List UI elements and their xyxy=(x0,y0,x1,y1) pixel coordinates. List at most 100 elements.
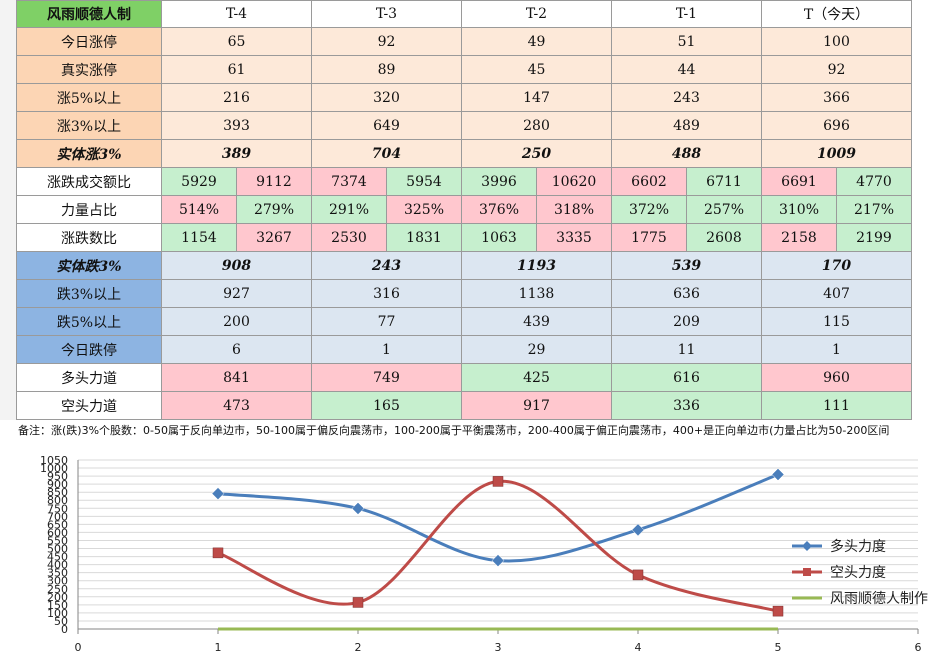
data-cell[interactable]: 318% xyxy=(536,195,612,224)
data-cell[interactable]: 243 xyxy=(611,83,762,112)
data-cell[interactable]: 1138 xyxy=(461,279,612,308)
data-cell[interactable]: 927 xyxy=(161,279,312,308)
data-cell[interactable]: 960 xyxy=(761,363,912,392)
data-cell[interactable]: 1 xyxy=(761,335,912,364)
row-label-cell[interactable]: 跌3%以上 xyxy=(16,279,162,308)
data-cell[interactable]: 7374 xyxy=(311,167,387,196)
data-cell[interactable]: 425 xyxy=(461,363,612,392)
data-cell[interactable]: 1154 xyxy=(161,223,237,252)
data-cell[interactable]: 44 xyxy=(611,55,762,84)
column-header-cell[interactable]: T-1 xyxy=(611,0,762,28)
data-cell[interactable]: 704 xyxy=(311,139,462,168)
row-label-cell[interactable]: 涨跌数比 xyxy=(16,223,162,252)
data-cell[interactable]: 217% xyxy=(836,195,912,224)
data-cell[interactable]: 11 xyxy=(611,335,762,364)
data-cell[interactable]: 389 xyxy=(161,139,312,168)
data-cell[interactable]: 200 xyxy=(161,307,312,336)
column-header-cell[interactable]: T-3 xyxy=(311,0,462,28)
data-cell[interactable]: 841 xyxy=(161,363,312,392)
data-cell[interactable]: 100 xyxy=(761,27,912,56)
column-header-cell[interactable]: T（今天） xyxy=(761,0,912,28)
data-cell[interactable]: 61 xyxy=(161,55,312,84)
data-cell[interactable]: 10620 xyxy=(536,167,612,196)
row-label-cell[interactable]: 涨3%以上 xyxy=(16,111,162,140)
data-cell[interactable]: 489 xyxy=(611,111,762,140)
row-label-cell[interactable]: 涨跌成交额比 xyxy=(16,167,162,196)
table-title-cell[interactable]: 风雨顺德人制 xyxy=(16,0,162,28)
data-cell[interactable]: 115 xyxy=(761,307,912,336)
data-cell[interactable]: 649 xyxy=(311,111,462,140)
data-cell[interactable]: 1193 xyxy=(461,251,612,280)
data-cell[interactable]: 2199 xyxy=(836,223,912,252)
data-cell[interactable]: 2530 xyxy=(311,223,387,252)
data-cell[interactable]: 372% xyxy=(611,195,687,224)
data-cell[interactable]: 9112 xyxy=(236,167,312,196)
data-cell[interactable]: 3996 xyxy=(461,167,537,196)
data-cell[interactable]: 393 xyxy=(161,111,312,140)
data-cell[interactable]: 1063 xyxy=(461,223,537,252)
data-cell[interactable]: 2608 xyxy=(686,223,762,252)
data-cell[interactable]: 170 xyxy=(761,251,912,280)
data-cell[interactable]: 6691 xyxy=(761,167,837,196)
data-cell[interactable]: 257% xyxy=(686,195,762,224)
data-cell[interactable]: 89 xyxy=(311,55,462,84)
data-cell[interactable]: 473 xyxy=(161,391,312,420)
data-cell[interactable]: 250 xyxy=(461,139,612,168)
data-cell[interactable]: 320 xyxy=(311,83,462,112)
data-cell[interactable]: 291% xyxy=(311,195,387,224)
data-cell[interactable]: 165 xyxy=(311,391,462,420)
data-cell[interactable]: 280 xyxy=(461,111,612,140)
data-cell[interactable]: 5954 xyxy=(386,167,462,196)
data-cell[interactable]: 316 xyxy=(311,279,462,308)
data-cell[interactable]: 92 xyxy=(311,27,462,56)
row-label-cell[interactable]: 今日跌停 xyxy=(16,335,162,364)
data-cell[interactable]: 45 xyxy=(461,55,612,84)
row-label-cell[interactable]: 涨5%以上 xyxy=(16,83,162,112)
data-cell[interactable]: 216 xyxy=(161,83,312,112)
data-cell[interactable]: 279% xyxy=(236,195,312,224)
data-cell[interactable]: 366 xyxy=(761,83,912,112)
data-cell[interactable]: 111 xyxy=(761,391,912,420)
data-cell[interactable]: 696 xyxy=(761,111,912,140)
data-cell[interactable]: 439 xyxy=(461,307,612,336)
data-cell[interactable]: 514% xyxy=(161,195,237,224)
data-cell[interactable]: 243 xyxy=(311,251,462,280)
data-cell[interactable]: 5929 xyxy=(161,167,237,196)
data-cell[interactable]: 376% xyxy=(461,195,537,224)
data-cell[interactable]: 49 xyxy=(461,27,612,56)
data-cell[interactable]: 539 xyxy=(611,251,762,280)
data-cell[interactable]: 3267 xyxy=(236,223,312,252)
data-cell[interactable]: 908 xyxy=(161,251,312,280)
data-cell[interactable]: 3335 xyxy=(536,223,612,252)
column-header-cell[interactable]: T-4 xyxy=(161,0,312,28)
row-label-cell[interactable]: 真实涨停 xyxy=(16,55,162,84)
row-label-cell[interactable]: 今日涨停 xyxy=(16,27,162,56)
data-cell[interactable]: 616 xyxy=(611,363,762,392)
data-cell[interactable]: 4770 xyxy=(836,167,912,196)
column-header-cell[interactable]: T-2 xyxy=(461,0,612,28)
row-label-cell[interactable]: 实体涨3% xyxy=(16,139,162,168)
data-cell[interactable]: 488 xyxy=(611,139,762,168)
data-cell[interactable]: 636 xyxy=(611,279,762,308)
data-cell[interactable]: 51 xyxy=(611,27,762,56)
data-cell[interactable]: 1831 xyxy=(386,223,462,252)
data-cell[interactable]: 1009 xyxy=(761,139,912,168)
data-cell[interactable]: 6 xyxy=(161,335,312,364)
data-cell[interactable]: 65 xyxy=(161,27,312,56)
data-cell[interactable]: 147 xyxy=(461,83,612,112)
row-label-cell[interactable]: 多头力道 xyxy=(16,363,162,392)
row-label-cell[interactable]: 力量占比 xyxy=(16,195,162,224)
data-cell[interactable]: 6711 xyxy=(686,167,762,196)
data-cell[interactable]: 1 xyxy=(311,335,462,364)
data-cell[interactable]: 77 xyxy=(311,307,462,336)
data-cell[interactable]: 209 xyxy=(611,307,762,336)
data-cell[interactable]: 92 xyxy=(761,55,912,84)
data-cell[interactable]: 407 xyxy=(761,279,912,308)
data-cell[interactable]: 325% xyxy=(386,195,462,224)
row-label-cell[interactable]: 实体跌3% xyxy=(16,251,162,280)
data-cell[interactable]: 6602 xyxy=(611,167,687,196)
data-cell[interactable]: 1775 xyxy=(611,223,687,252)
data-cell[interactable]: 2158 xyxy=(761,223,837,252)
strength-line-chart[interactable]: 0501001502002503003504004505005506006507… xyxy=(0,448,929,670)
data-cell[interactable]: 310% xyxy=(761,195,837,224)
